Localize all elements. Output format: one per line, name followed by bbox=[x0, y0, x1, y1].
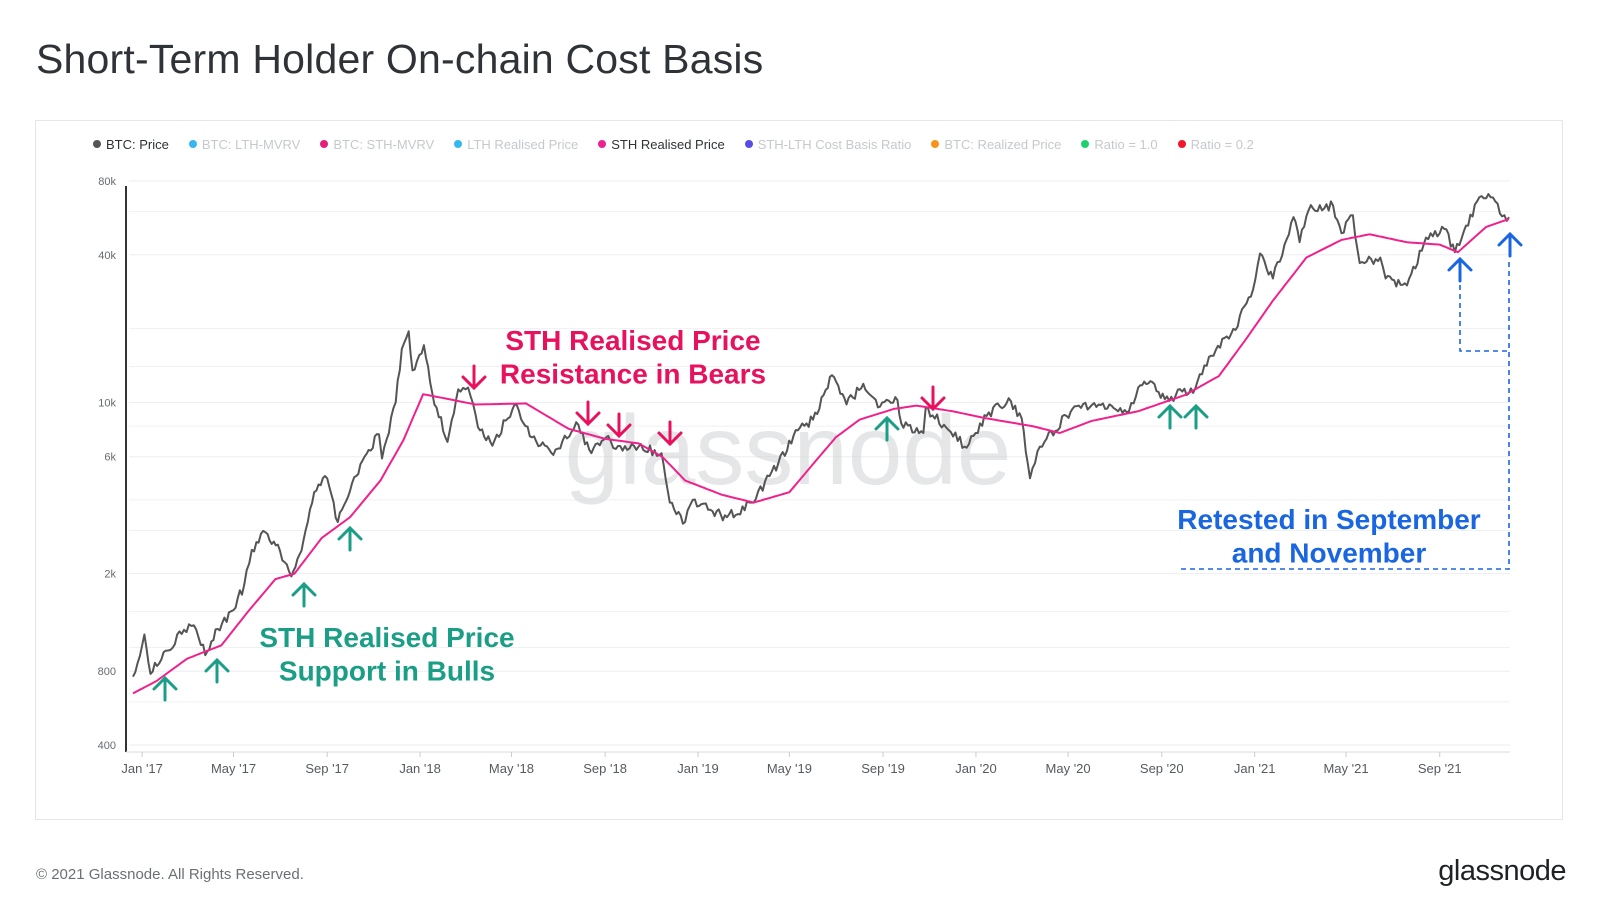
support-annotation-line-2: Support in Bulls bbox=[279, 656, 495, 687]
footer-copyright: © 2021 Glassnode. All Rights Reserved. bbox=[36, 866, 304, 883]
y-tick-label: 40k bbox=[98, 250, 116, 262]
y-tick-label: 10k bbox=[98, 397, 116, 409]
page-title: Short-Term Holder On-chain Cost Basis bbox=[36, 36, 764, 82]
support-up-arrow-shape bbox=[337, 525, 363, 552]
support-up-arrow bbox=[1157, 403, 1183, 430]
support-up-arrow bbox=[152, 675, 178, 702]
sth-realised-price-line bbox=[132, 218, 1510, 695]
x-tick-label: May '19 bbox=[767, 761, 812, 776]
support-annotation-line-1: STH Realised Price bbox=[259, 622, 514, 653]
retest-annotation-line-2: and November bbox=[1232, 538, 1427, 569]
support-up-arrow bbox=[337, 525, 363, 552]
resistance-annotation-line-1: STH Realised Price bbox=[505, 325, 760, 356]
x-tick-label: Jan '21 bbox=[1234, 761, 1276, 776]
x-tick-label: Jan '17 bbox=[121, 761, 163, 776]
legend-label: BTC: STH-MVRV bbox=[333, 136, 435, 152]
legend-item-btc-lth-mvrv[interactable]: BTC: LTH-MVRV bbox=[188, 134, 301, 154]
support-up-arrow-shape bbox=[204, 657, 230, 684]
chart-frame bbox=[35, 120, 1563, 820]
retest-up-arrow bbox=[1497, 231, 1523, 258]
legend-dot bbox=[320, 140, 329, 148]
resistance-down-arrow-shape bbox=[657, 420, 683, 447]
support-up-arrow bbox=[204, 657, 230, 684]
resistance-down-arrow-shape bbox=[575, 400, 601, 427]
x-tick-label: Sep '20 bbox=[1140, 761, 1184, 776]
legend-item-lth-realised-price[interactable]: LTH Realised Price bbox=[454, 134, 578, 154]
legend-item-btc-sth-mvrv[interactable]: BTC: STH-MVRV bbox=[320, 134, 434, 154]
x-tick-label: May '17 bbox=[211, 761, 256, 776]
btc-price-line bbox=[132, 193, 1510, 678]
legend-label: BTC: LTH-MVRV bbox=[201, 136, 301, 152]
resistance-annotation-line-2: Resistance in Bears bbox=[500, 359, 766, 390]
legend-dot bbox=[454, 140, 463, 148]
x-tick-label: May '20 bbox=[1046, 761, 1091, 776]
support-up-arrow-shape bbox=[874, 415, 900, 442]
resistance-down-arrow bbox=[920, 385, 946, 412]
legend-dot bbox=[1081, 140, 1090, 148]
retest-up-arrow-shape bbox=[1447, 256, 1473, 283]
legend-label: Ratio = 1.0 bbox=[1094, 136, 1158, 152]
resistance-down-arrow bbox=[606, 412, 632, 439]
y-tick-label: 400 bbox=[98, 740, 116, 752]
legend-item-btc-realized-price[interactable]: BTC: Realized Price bbox=[931, 134, 1061, 154]
y-tick-label: 2k bbox=[104, 569, 116, 581]
x-tick-label: Jan '20 bbox=[955, 761, 997, 776]
support-up-arrow-shape bbox=[291, 581, 317, 608]
legend-item-btc-price[interactable]: BTC: Price bbox=[93, 134, 169, 154]
legend-label: STH Realised Price bbox=[611, 136, 725, 152]
resistance-down-arrow bbox=[657, 420, 683, 447]
x-tick-label: May '18 bbox=[489, 761, 534, 776]
legend-dot bbox=[931, 140, 940, 148]
legend-item-sth-lth-cost-basis-ratio[interactable]: STH-LTH Cost Basis Ratio bbox=[744, 134, 912, 154]
x-tick-label: Sep '18 bbox=[583, 761, 627, 776]
legend-label: BTC: Realized Price bbox=[944, 136, 1062, 152]
x-tick-label: Jan '18 bbox=[399, 761, 441, 776]
x-tick-label: Sep '17 bbox=[305, 761, 349, 776]
legend-label: STH-LTH Cost Basis Ratio bbox=[757, 136, 912, 152]
legend-item-ratio-0-2[interactable]: Ratio = 0.2 bbox=[1177, 134, 1254, 154]
legend-dot bbox=[188, 140, 197, 148]
legend-dot bbox=[93, 140, 101, 148]
legend-dot bbox=[598, 140, 607, 148]
legend-label: Ratio = 0.2 bbox=[1190, 136, 1254, 152]
support-up-arrow bbox=[874, 415, 900, 442]
x-tick-label: Jan '19 bbox=[677, 761, 719, 776]
x-tick-label: Sep '21 bbox=[1418, 761, 1462, 776]
retest-up-arrow-shape bbox=[1497, 231, 1523, 258]
legend-label: BTC: Price bbox=[106, 136, 169, 152]
x-tick-label: May '21 bbox=[1323, 761, 1368, 776]
support-up-arrow-shape bbox=[152, 675, 178, 702]
legend-item-ratio-1-0[interactable]: Ratio = 1.0 bbox=[1081, 134, 1158, 154]
resistance-down-arrow-shape bbox=[920, 385, 946, 412]
retest-bracket-upper bbox=[1459, 285, 1509, 352]
legend-dot bbox=[1177, 140, 1186, 148]
resistance-down-arrow-shape bbox=[461, 364, 487, 391]
x-tick-label: Sep '19 bbox=[861, 761, 905, 776]
retest-bracket-lower bbox=[1178, 262, 1510, 570]
legend-item-sth-realised-price[interactable]: STH Realised Price bbox=[598, 134, 725, 154]
support-up-arrow-shape bbox=[1157, 403, 1183, 430]
support-up-arrow-shape bbox=[1183, 403, 1209, 430]
resistance-down-arrow bbox=[461, 364, 487, 391]
retest-up-arrow bbox=[1447, 256, 1473, 283]
resistance-down-arrow bbox=[575, 400, 601, 427]
y-tick-label: 800 bbox=[98, 666, 116, 678]
retest-annotation-line-1: Retested in September bbox=[1177, 504, 1481, 535]
y-tick-label: 6k bbox=[104, 452, 116, 464]
support-up-arrow bbox=[1183, 403, 1209, 430]
chart-legend: BTC: Price BTC: LTH-MVRV BTC: STH-MVRV LTH … bbox=[93, 134, 1254, 154]
glassnode-logo: glassnode bbox=[1438, 855, 1566, 887]
y-tick-label: 80k bbox=[98, 176, 116, 188]
support-up-arrow bbox=[291, 581, 317, 608]
legend-label: LTH Realised Price bbox=[467, 136, 579, 152]
resistance-down-arrow-shape bbox=[606, 412, 632, 439]
legend-dot bbox=[744, 140, 753, 148]
